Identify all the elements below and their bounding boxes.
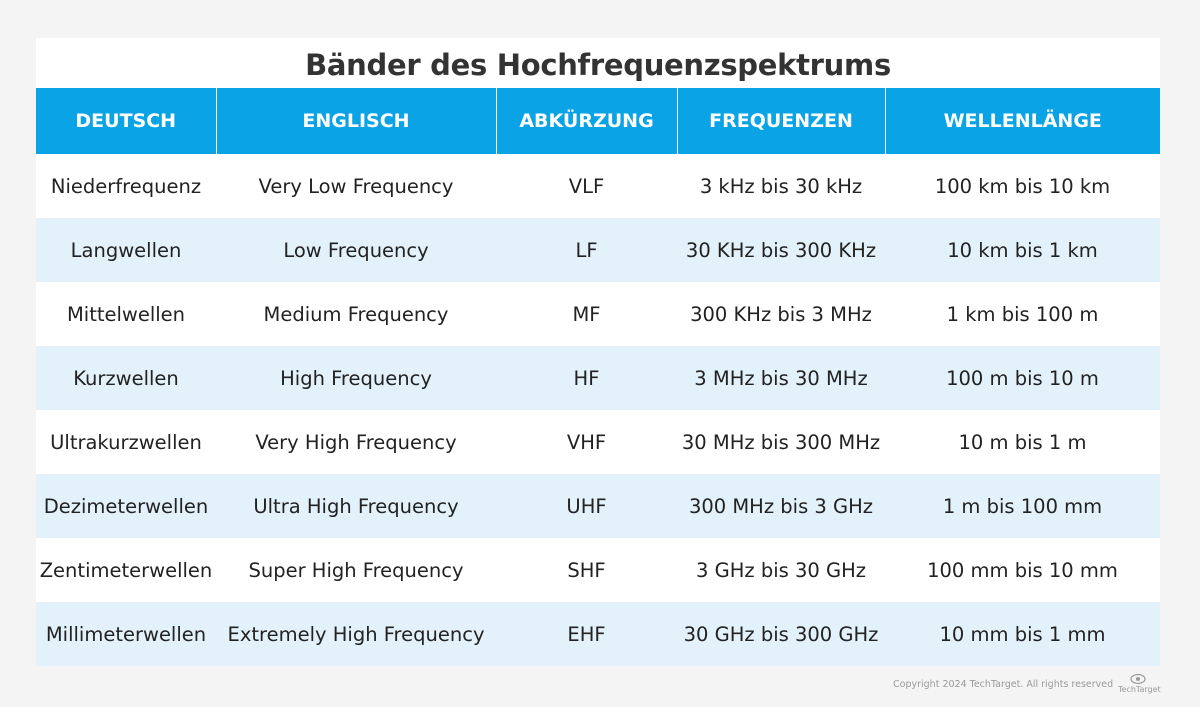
cell-frequenzen: 30 KHz bis 300 KHz	[677, 218, 885, 282]
cell-deutsch: Langwellen	[36, 218, 216, 282]
cell-abkuerzung: VHF	[496, 410, 677, 474]
cell-englisch: Very High Frequency	[216, 410, 496, 474]
techtarget-logo-icon	[1130, 673, 1146, 685]
cell-deutsch: Millimeterwellen	[36, 602, 216, 666]
table-row: Mittelwellen Medium Frequency MF 300 KHz…	[36, 282, 1160, 346]
cell-wellenlaenge: 100 mm bis 10 mm	[885, 538, 1160, 602]
cell-frequenzen: 30 MHz bis 300 MHz	[677, 410, 885, 474]
cell-deutsch: Ultrakurzwellen	[36, 410, 216, 474]
cell-frequenzen: 30 GHz bis 300 GHz	[677, 602, 885, 666]
cell-abkuerzung: SHF	[496, 538, 677, 602]
cell-abkuerzung: UHF	[496, 474, 677, 538]
techtarget-logo: TechTarget	[1118, 673, 1162, 697]
copyright-text: Copyright 2024 TechTarget. All rights re…	[893, 679, 1114, 690]
cell-abkuerzung: VLF	[496, 154, 677, 218]
header-wellenlaenge: WELLENLÄNGE	[885, 88, 1160, 154]
cell-abkuerzung: LF	[496, 218, 677, 282]
cell-deutsch: Zentimeterwellen	[36, 538, 216, 602]
cell-englisch: Ultra High Frequency	[216, 474, 496, 538]
cell-englisch: High Frequency	[216, 346, 496, 410]
table-row: Langwellen Low Frequency LF 30 KHz bis 3…	[36, 218, 1160, 282]
cell-frequenzen: 300 MHz bis 3 GHz	[677, 474, 885, 538]
table-row: Dezimeterwellen Ultra High Frequency UHF…	[36, 474, 1160, 538]
header-abkuerzung: ABKÜRZUNG	[496, 88, 678, 154]
cell-wellenlaenge: 100 m bis 10 m	[885, 346, 1160, 410]
logo-wordmark: TechTarget	[1118, 685, 1161, 694]
cell-englisch: Super High Frequency	[216, 538, 496, 602]
cell-frequenzen: 3 GHz bis 30 GHz	[677, 538, 885, 602]
cell-wellenlaenge: 1 m bis 100 mm	[885, 474, 1160, 538]
header-englisch: ENGLISCH	[216, 88, 497, 154]
cell-wellenlaenge: 10 mm bis 1 mm	[885, 602, 1160, 666]
table-row: Millimeterwellen Extremely High Frequenc…	[36, 602, 1160, 666]
cell-frequenzen: 3 MHz bis 30 MHz	[677, 346, 885, 410]
cell-wellenlaenge: 10 km bis 1 km	[885, 218, 1160, 282]
cell-englisch: Medium Frequency	[216, 282, 496, 346]
cell-wellenlaenge: 10 m bis 1 m	[885, 410, 1160, 474]
cell-abkuerzung: MF	[496, 282, 677, 346]
header-frequenzen: FREQUENZEN	[677, 88, 886, 154]
cell-deutsch: Mittelwellen	[36, 282, 216, 346]
cell-englisch: Very Low Frequency	[216, 154, 496, 218]
cell-frequenzen: 300 KHz bis 3 MHz	[677, 282, 885, 346]
cell-deutsch: Kurzwellen	[36, 346, 216, 410]
cell-frequenzen: 3 kHz bis 30 kHz	[677, 154, 885, 218]
cell-wellenlaenge: 1 km bis 100 m	[885, 282, 1160, 346]
header-deutsch: DEUTSCH	[36, 88, 217, 154]
cell-deutsch: Niederfrequenz	[36, 154, 216, 218]
cell-englisch: Low Frequency	[216, 218, 496, 282]
table-header-row: DEUTSCH ENGLISCH ABKÜRZUNG FREQUENZEN WE…	[36, 88, 1160, 154]
cell-abkuerzung: EHF	[496, 602, 677, 666]
table-row: Ultrakurzwellen Very High Frequency VHF …	[36, 410, 1160, 474]
cell-englisch: Extremely High Frequency	[216, 602, 496, 666]
table-row: Kurzwellen High Frequency HF 3 MHz bis 3…	[36, 346, 1160, 410]
table-row: Niederfrequenz Very Low Frequency VLF 3 …	[36, 154, 1160, 218]
cell-deutsch: Dezimeterwellen	[36, 474, 216, 538]
page-title: Bänder des Hochfrequenzspektrums	[305, 48, 891, 82]
table-row: Zentimeterwellen Super High Frequency SH…	[36, 538, 1160, 602]
cell-abkuerzung: HF	[496, 346, 677, 410]
cell-wellenlaenge: 100 km bis 10 km	[885, 154, 1160, 218]
table-card: Bänder des Hochfrequenzspektrums DEUTSCH…	[36, 38, 1160, 666]
frequency-bands-table: DEUTSCH ENGLISCH ABKÜRZUNG FREQUENZEN WE…	[36, 88, 1160, 666]
